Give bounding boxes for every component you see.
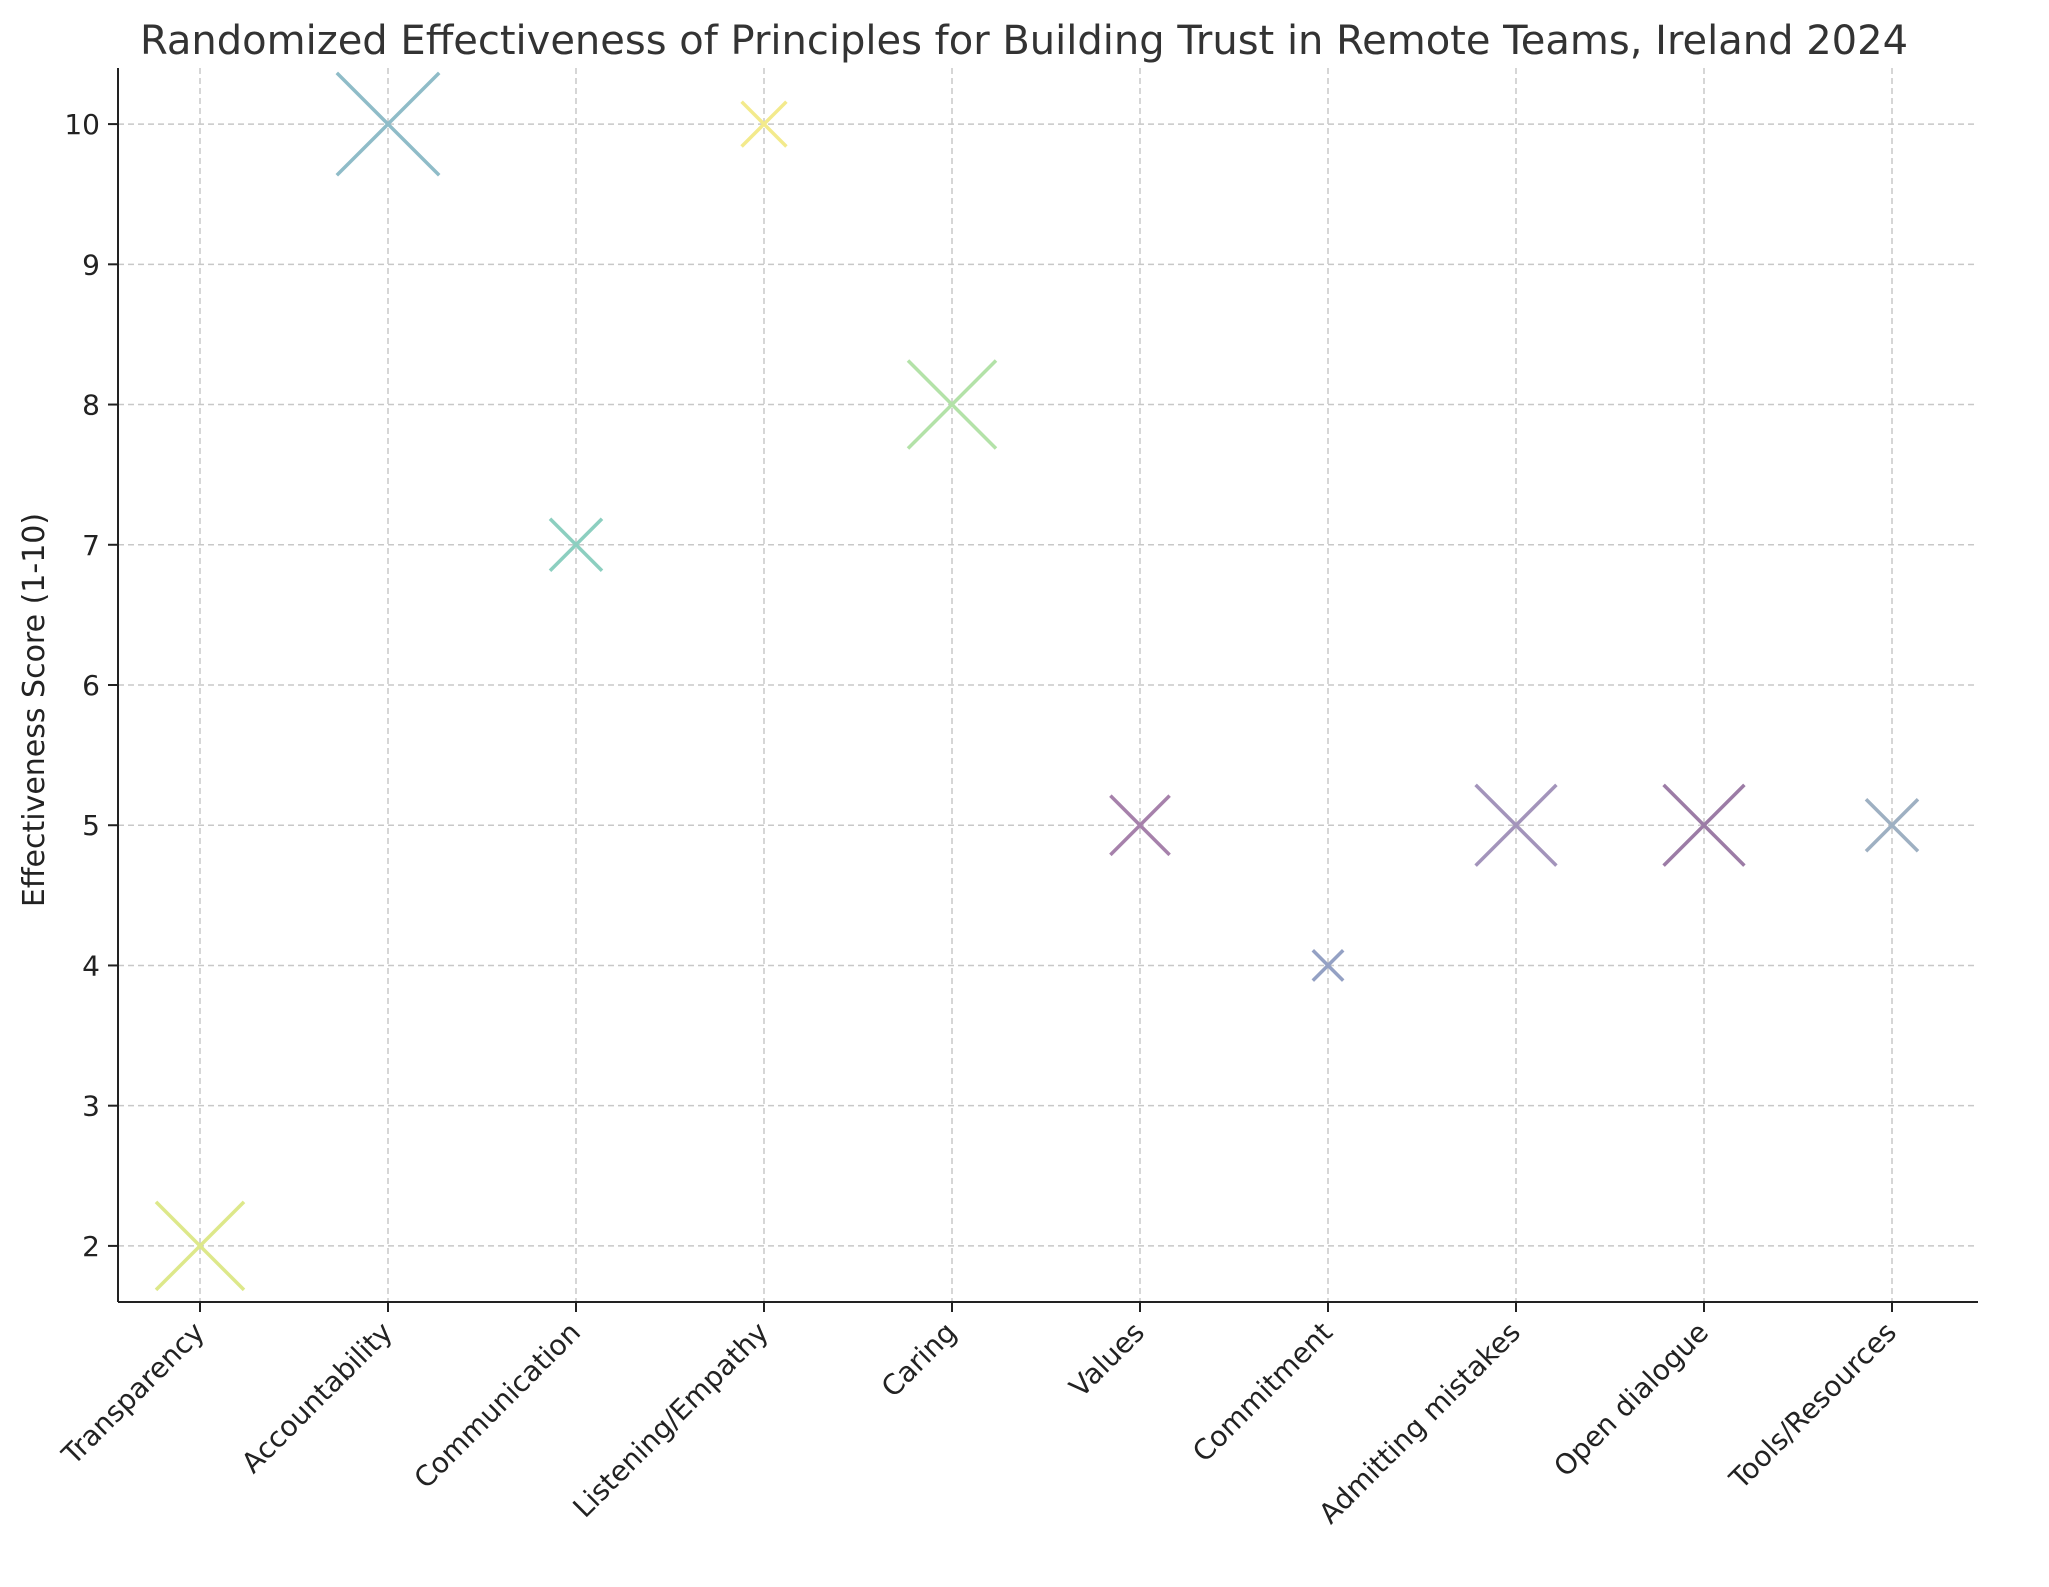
data-point-7 [1311, 949, 1345, 982]
data-point-stroke [1864, 797, 1920, 853]
data-point-1 [154, 1200, 246, 1292]
data-point-stroke [740, 100, 788, 148]
y-axis-label: Effectiveness Score (1-10) [17, 513, 52, 907]
data-point-stroke [1662, 783, 1746, 867]
chart-title: Randomized Effectiveness of Principles f… [140, 18, 1908, 64]
data-point-stroke [335, 71, 441, 177]
y-tick-label: 5 [82, 809, 100, 842]
data-point-stroke [1311, 949, 1345, 982]
data-point-2 [335, 71, 441, 177]
data-point-stroke [548, 517, 604, 573]
data-point-stroke [1474, 783, 1558, 867]
y-tick-label: 2 [82, 1230, 100, 1263]
data-point-3 [548, 517, 604, 573]
data-point-5 [906, 359, 998, 450]
y-tick-label: 8 [82, 389, 100, 422]
y-tick-label: 6 [82, 669, 100, 702]
data-point-stroke [154, 1200, 246, 1292]
data-point-stroke [906, 359, 998, 450]
data-point-9 [1662, 783, 1746, 867]
data-point-6 [1109, 794, 1171, 857]
grid-layer [118, 68, 1978, 1302]
y-tick-label: 10 [64, 108, 100, 141]
y-tick-label: 3 [82, 1090, 100, 1123]
marks-layer [154, 71, 1920, 1292]
y-tick-label: 7 [82, 529, 100, 562]
data-point-stroke [1109, 794, 1171, 857]
data-point-4 [740, 100, 788, 148]
y-tick-label: 4 [82, 949, 100, 982]
data-point-8 [1474, 783, 1558, 867]
y-tick-label: 9 [82, 248, 100, 281]
data-point-10 [1864, 797, 1920, 853]
